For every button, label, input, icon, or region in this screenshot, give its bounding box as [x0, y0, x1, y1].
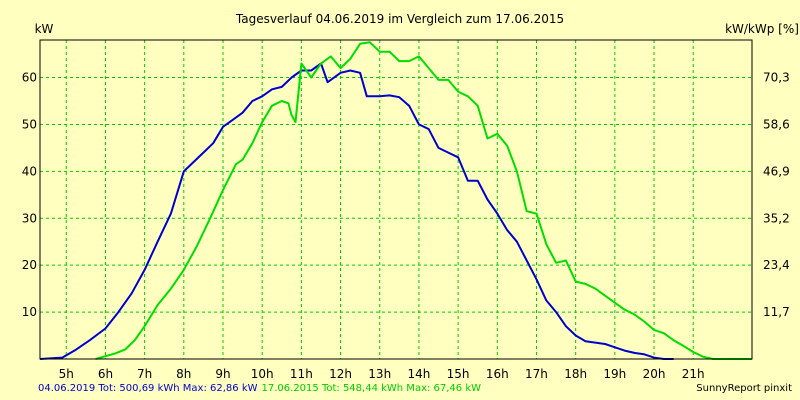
y-tick-label-right: 11,7 [763, 305, 790, 319]
series1-summary: 04.06.2019 Tot: 500,69 kWh Max: 62,86 kW [38, 383, 258, 394]
x-tick-label: 6h [98, 367, 113, 381]
credit-text: SunnyReport pinxit [696, 383, 792, 394]
y-axis-label-right: kW/kWp [%] [725, 22, 799, 36]
chart-title: Tagesverlauf 04.06.2019 im Vergleich zum… [235, 12, 564, 26]
y-tick-label-left: 10 [22, 305, 37, 319]
x-tick-label: 20h [643, 367, 666, 381]
y-tick-label-right: 46,9 [763, 164, 790, 178]
series-line-2 [95, 41, 752, 360]
footer-summary: 04.06.2019 Tot: 500,69 kWh Max: 62,86 kW… [38, 383, 481, 394]
x-tick-label: 14h [407, 367, 430, 381]
x-tick-label: 13h [368, 367, 391, 381]
y-tick-label-left: 50 [22, 117, 37, 131]
x-tick-label: 9h [215, 367, 230, 381]
grid-lines [40, 40, 752, 359]
x-tick-label: 11h [290, 367, 313, 381]
y-tick-label-right: 23,4 [763, 258, 790, 272]
y-tick-label-left: 20 [22, 258, 37, 272]
plot-frame [39, 39, 753, 360]
y-tick-label-right: 58,6 [763, 117, 790, 131]
x-tick-label: 8h [176, 367, 191, 381]
x-tick-label: 18h [564, 367, 587, 381]
x-tick-label: 12h [329, 367, 352, 381]
y-tick-label-left: 30 [22, 211, 37, 225]
x-tick-label: 7h [137, 367, 152, 381]
y-tick-label-right: 70,3 [763, 71, 790, 85]
x-tick-label: 10h [251, 367, 274, 381]
x-tick-label: 5h [59, 367, 74, 381]
y-axis-label-left: kW [35, 22, 54, 36]
x-tick-label: 19h [603, 367, 626, 381]
series-line-1 [39, 62, 674, 360]
series-lines [39, 41, 752, 360]
x-tick-label: 16h [486, 367, 509, 381]
y-tick-label-left: 60 [22, 71, 37, 85]
series2-summary: 17.06.2015 Tot: 548,44 kWh Max: 67,46 kW [261, 383, 482, 394]
tick-labels: 5h 6h 7h 8h 9h 10h 11h 12h 13h 14h 15h 16h 17h 18h 19h… [22, 71, 790, 381]
x-tick-label: 15h [447, 367, 470, 381]
x-tick-label: 17h [525, 367, 548, 381]
y-tick-label-left: 40 [22, 164, 37, 178]
x-tick-label: 21h [682, 367, 705, 381]
y-tick-label-right: 35,2 [763, 211, 790, 225]
